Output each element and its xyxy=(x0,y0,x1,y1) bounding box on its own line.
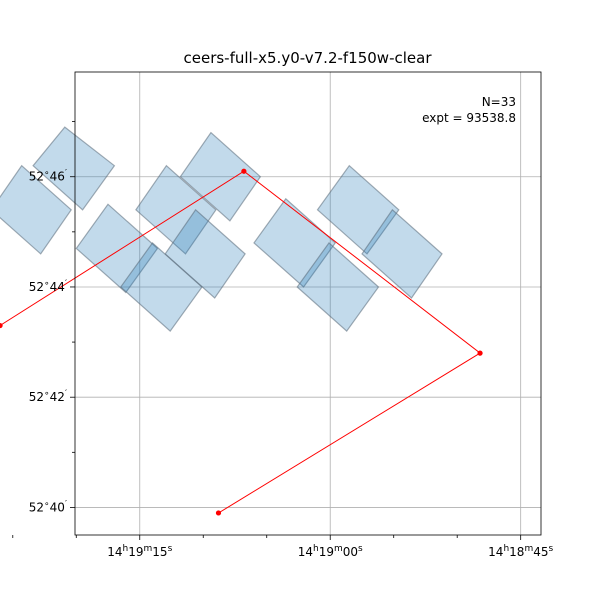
exposure-annotation: expt = 93538.8 xyxy=(422,111,516,125)
count-annotation: N=33 xyxy=(482,95,516,109)
chart-title: ceers-full-x5.y0-v7.2-f150w-clear xyxy=(184,49,433,67)
data-point xyxy=(241,169,246,174)
data-point xyxy=(477,351,482,356)
data-point xyxy=(216,510,221,515)
x-tick-label: 14h19m15s xyxy=(107,544,172,559)
x-tick-label: 14h19m00s xyxy=(298,544,363,559)
x-tick-label: 14h18m45s xyxy=(488,544,553,559)
